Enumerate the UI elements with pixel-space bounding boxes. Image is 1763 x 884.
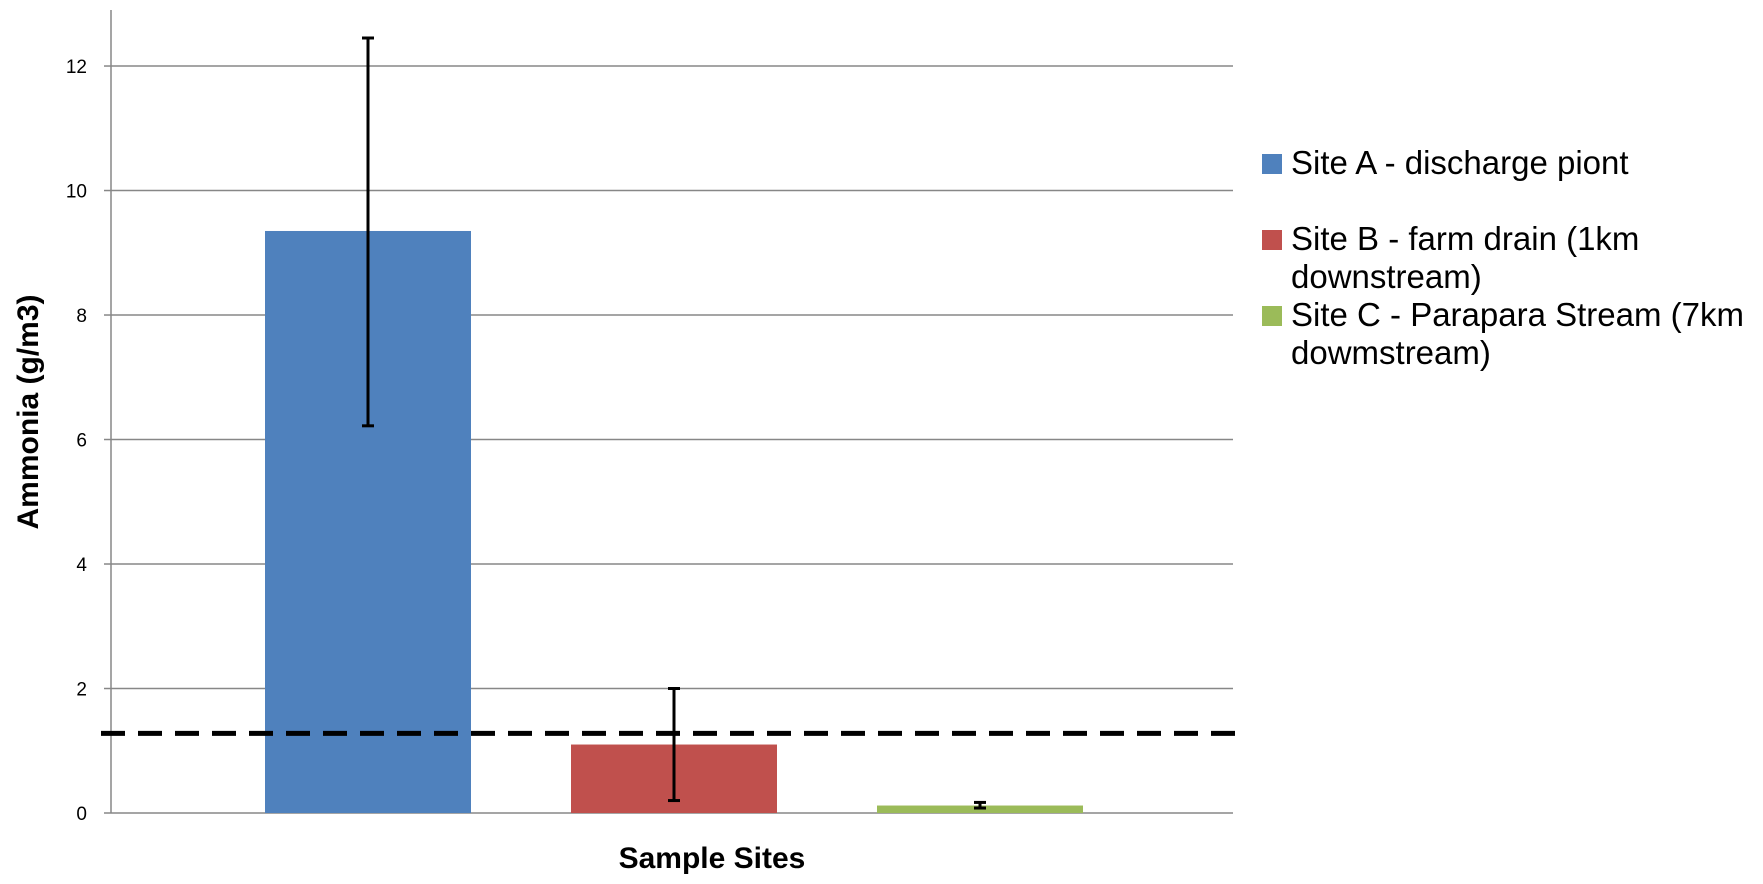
y-tick-label: 4 [76,555,87,576]
legend: Site A - discharge piont Site B - farm d… [1262,144,1757,372]
legend-swatch-site-b [1262,230,1282,250]
y-tick-label: 10 [66,182,87,203]
y-tick-label: 2 [76,680,87,701]
y-axis-title: Ammonia (g/m3) [12,294,45,529]
legend-item-site-c: Site C - Parapara Stream (7km dowmstream… [1262,296,1757,372]
legend-label-site-a: Site A - discharge piont [1291,144,1629,181]
legend-label-site-c: Site C - Parapara Stream (7km dowmstream… [1291,296,1744,371]
y-tick-label: 8 [76,306,87,327]
y-tick-label: 0 [76,804,87,825]
x-axis-title: Sample Sites [619,842,806,875]
legend-swatch-site-a [1262,154,1282,174]
y-tick-labels: 0 2 4 6 8 10 12 [66,57,88,825]
error-bars [362,36,986,810]
legend-swatch-site-c [1262,306,1282,326]
legend-label-site-b: Site B - farm drain (1km downstream) [1291,220,1640,295]
y-tick-label: 6 [76,431,87,452]
y-tick-label: 12 [66,57,87,78]
legend-item-site-a: Site A - discharge piont [1262,144,1757,182]
legend-item-site-b: Site B - farm drain (1km downstream) [1262,220,1757,296]
